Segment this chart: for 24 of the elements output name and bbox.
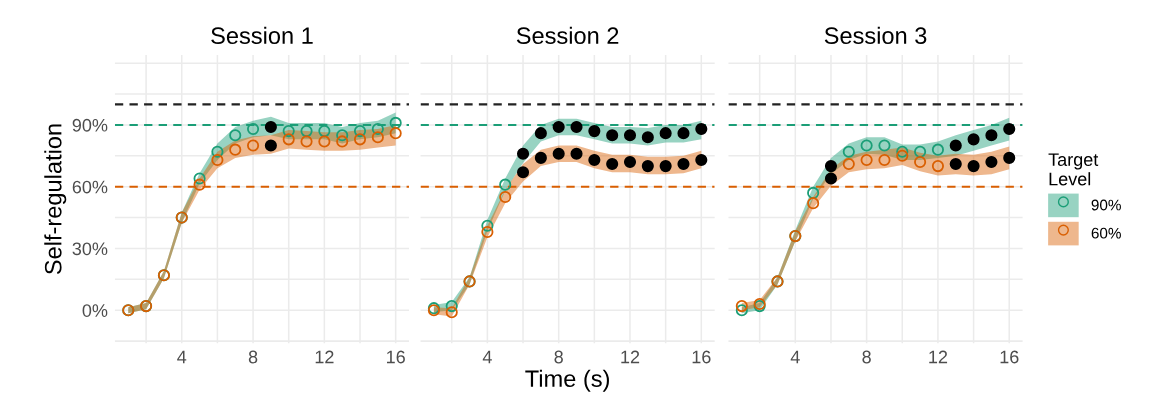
y-tick-label: 60% <box>72 180 108 194</box>
legend-label: 60% <box>1091 227 1121 239</box>
x-tick-label: 16 <box>692 350 711 364</box>
y-axis-title: Self-regulation <box>44 124 67 275</box>
x-tick-label: 8 <box>554 350 563 364</box>
y-tick-label: 0% <box>82 304 108 317</box>
x-tick-label: 4 <box>790 350 800 364</box>
x-tick-label: 8 <box>862 350 871 364</box>
y-tick-label: 30% <box>72 242 108 256</box>
legend-title: Target Level <box>1048 153 1099 186</box>
x-tick-label: 16 <box>387 350 405 364</box>
x-tick-label: 12 <box>621 350 640 364</box>
legend-label: 90% <box>1091 199 1121 211</box>
x-axis-title: Time (s) <box>525 369 609 392</box>
x-tick-label: 4 <box>177 350 187 364</box>
y-tick-label: 90% <box>72 118 108 132</box>
x-tick-label: 4 <box>482 350 492 364</box>
x-tick-label: 12 <box>929 350 948 364</box>
x-tick-label: 8 <box>248 350 258 364</box>
chart-title: Session 2 <box>516 26 619 45</box>
chart-title: Session 3 <box>824 26 927 45</box>
x-tick-label: 12 <box>315 350 334 364</box>
chart-title: Session 1 <box>211 26 313 45</box>
x-tick-label: 16 <box>1000 350 1019 364</box>
